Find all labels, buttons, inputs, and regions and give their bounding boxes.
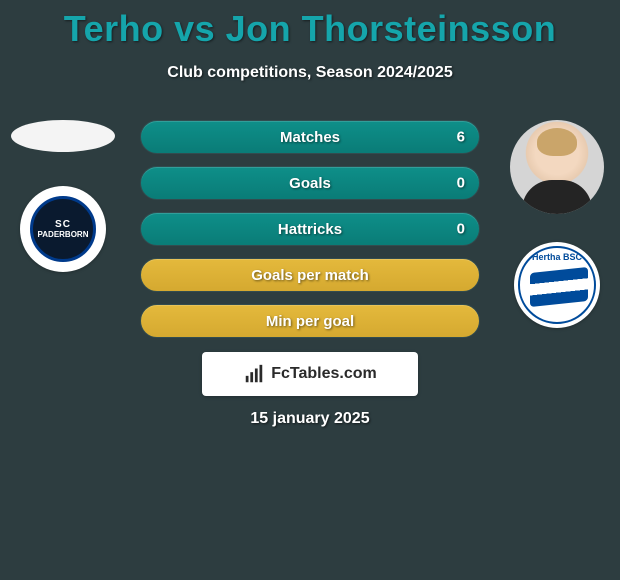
stat-label: Matches [280, 129, 340, 146]
bar-chart-icon [243, 363, 265, 385]
club-left-abbrev-top: SC [55, 219, 71, 230]
club-right-badge: Hertha BSC [514, 242, 600, 328]
stat-right-value: 6 [457, 129, 465, 146]
right-column: Hertha BSC [502, 120, 612, 328]
player-right-avatar [510, 120, 604, 214]
stat-bar-matches: Matches 6 [140, 120, 480, 154]
club-right-text: Hertha BSC [520, 252, 594, 262]
page-title: Terho vs Jon Thorsteinsson [0, 0, 620, 50]
stat-label: Goals per match [251, 267, 369, 284]
stat-bar-goals: Goals 0 [140, 166, 480, 200]
player-left-avatar [11, 120, 115, 152]
stats-bars: Matches 6 Goals 0 Hattricks 0 Goals per … [140, 120, 480, 350]
date-text: 15 january 2025 [0, 410, 620, 428]
club-left-badge: SC PADERBORN [20, 186, 106, 272]
stat-label: Goals [289, 175, 331, 192]
stat-right-value: 0 [457, 175, 465, 192]
club-left-abbrev-bottom: PADERBORN [38, 230, 89, 239]
brand-text: FcTables.com [271, 365, 377, 383]
stat-bar-goals-per-match: Goals per match [140, 258, 480, 292]
stat-right-value: 0 [457, 221, 465, 238]
stat-bar-min-per-goal: Min per goal [140, 304, 480, 338]
stat-label: Min per goal [266, 313, 354, 330]
hertha-flag-icon [530, 267, 588, 307]
page-subtitle: Club competitions, Season 2024/2025 [0, 64, 620, 82]
stat-bar-hattricks: Hattricks 0 [140, 212, 480, 246]
hertha-logo: Hertha BSC [518, 246, 596, 324]
paderborn-logo: SC PADERBORN [30, 196, 96, 262]
stat-label: Hattricks [278, 221, 342, 238]
left-column: SC PADERBORN [8, 120, 118, 272]
brand-box[interactable]: FcTables.com [202, 352, 418, 396]
